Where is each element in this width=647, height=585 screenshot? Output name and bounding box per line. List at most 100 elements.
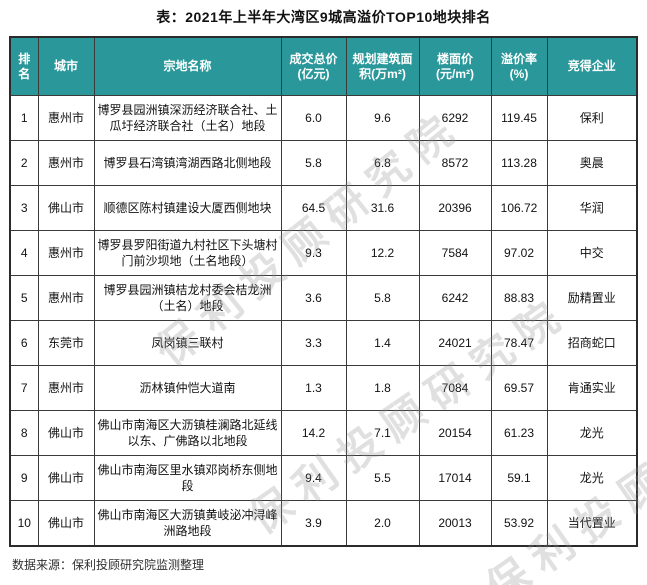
cell-rank: 9 [9,455,39,501]
cell-floor_price: 6242 [418,275,492,321]
cell-total_price: 1.3 [280,365,347,411]
column-header-plot_name: 宗地名称 [93,36,282,96]
cell-plot_name: 博罗县园洲镇桔龙村委会桔龙洲（土名）地段 [93,275,282,321]
cell-planned_area: 31.6 [345,185,420,231]
cell-premium_rate: 97.02 [490,230,548,276]
cell-city: 佛山市 [37,410,95,456]
cell-winner: 龙光 [546,455,638,501]
cell-city: 东莞市 [37,320,95,366]
cell-planned_area: 1.8 [345,365,420,411]
cell-total_price: 64.5 [280,185,347,231]
column-header-city: 城市 [37,36,95,96]
cell-planned_area: 7.1 [345,410,420,456]
table-row: 10 佛山市 佛山市南海区大沥镇黄岐泌冲浔峰洲路地段 3.9 2.0 20013 53.92… [9,500,638,547]
column-header-winner: 竞得企业 [546,36,638,96]
cell-plot_name: 凤岗镇三联村 [93,320,282,366]
cell-plot_name: 佛山市南海区里水镇邓岗桥东侧地段 [93,455,282,501]
cell-city: 佛山市 [37,185,95,231]
cell-city: 佛山市 [37,500,95,547]
cell-plot_name: 沥林镇仲恺大道南 [93,365,282,411]
cell-premium_rate: 69.57 [490,365,548,411]
cell-planned_area: 9.6 [345,95,420,141]
cell-planned_area: 1.4 [345,320,420,366]
cell-floor_price: 17014 [418,455,492,501]
cell-floor_price: 8572 [418,140,492,186]
cell-floor_price: 6292 [418,95,492,141]
cell-winner: 励精置业 [546,275,638,321]
cell-city: 惠州市 [37,365,95,411]
cell-planned_area: 2.0 [345,500,420,547]
cell-planned_area: 5.8 [345,275,420,321]
cell-winner: 奥晨 [546,140,638,186]
cell-premium_rate: 88.83 [490,275,548,321]
premium-ranking-table: 排名 城市 宗地名称 成交总价(亿元) 规划建筑面积(万m²) 楼面价(元/m²) 溢价率(… [9,36,638,547]
cell-winner: 中交 [546,230,638,276]
header-row: 排名 城市 宗地名称 成交总价(亿元) 规划建筑面积(万m²) 楼面价(元/m²) 溢价率(… [9,36,638,96]
cell-plot_name: 佛山市南海区大沥镇桂澜路北延线以东、广佛路以北地段 [93,410,282,456]
cell-rank: 6 [9,320,39,366]
cell-rank: 4 [9,230,39,276]
cell-plot_name: 佛山市南海区大沥镇黄岐泌冲浔峰洲路地段 [93,500,282,547]
cell-winner: 保利 [546,95,638,141]
cell-rank: 3 [9,185,39,231]
cell-total_price: 5.8 [280,140,347,186]
cell-plot_name: 博罗县石湾镇湾湖西路北侧地段 [93,140,282,186]
cell-city: 惠州市 [37,275,95,321]
cell-winner: 华润 [546,185,638,231]
cell-winner: 招商蛇口 [546,320,638,366]
cell-city: 佛山市 [37,455,95,501]
cell-plot_name: 博罗县罗阳街道九村社区下头塘村门前沙坝地（土名地段） [93,230,282,276]
cell-rank: 2 [9,140,39,186]
column-header-total_price: 成交总价(亿元) [280,36,347,96]
table-header: 排名 城市 宗地名称 成交总价(亿元) 规划建筑面积(万m²) 楼面价(元/m²) 溢价率(… [9,36,638,96]
cell-planned_area: 12.2 [345,230,420,276]
cell-total_price: 9.3 [280,230,347,276]
cell-premium_rate: 119.45 [490,95,548,141]
column-header-rank: 排名 [9,36,39,96]
cell-total_price: 9.4 [280,455,347,501]
cell-premium_rate: 106.72 [490,185,548,231]
cell-floor_price: 20396 [418,185,492,231]
source-note: 数据来源：保利投顾研究院监测整理 [12,558,205,572]
cell-rank: 10 [9,500,39,547]
cell-city: 惠州市 [37,95,95,141]
cell-total_price: 3.6 [280,275,347,321]
cell-premium_rate: 113.28 [490,140,548,186]
cell-winner: 当代置业 [546,500,638,547]
cell-floor_price: 20013 [418,500,492,547]
cell-rank: 8 [9,410,39,456]
column-header-planned_area: 规划建筑面积(万m²) [345,36,420,96]
table-row: 9 佛山市 佛山市南海区里水镇邓岗桥东侧地段 9.4 5.5 17014 59.1 龙光 [9,455,638,501]
table-row: 8 佛山市 佛山市南海区大沥镇桂澜路北延线以东、广佛路以北地段 14.2 7.1 2015… [9,410,638,456]
table-row: 2 惠州市 博罗县石湾镇湾湖西路北侧地段 5.8 6.8 8572 113.28 奥晨 [9,140,638,186]
cell-plot_name: 顺德区陈村镇建设大厦西侧地块 [93,185,282,231]
cell-planned_area: 6.8 [345,140,420,186]
cell-total_price: 6.0 [280,95,347,141]
table-row: 4 惠州市 博罗县罗阳街道九村社区下头塘村门前沙坝地（土名地段） 9.3 12.2 758… [9,230,638,276]
table-row: 1 惠州市 博罗县园洲镇深沥经济联合社、土瓜圩经济联合社（土名）地段 6.0 9.6 62… [9,95,638,141]
cell-winner: 龙光 [546,410,638,456]
table-body: 1 惠州市 博罗县园洲镇深沥经济联合社、土瓜圩经济联合社（土名）地段 6.0 9.6 62… [9,95,638,547]
cell-premium_rate: 78.47 [490,320,548,366]
cell-total_price: 14.2 [280,410,347,456]
cell-premium_rate: 53.92 [490,500,548,547]
table-row: 3 佛山市 顺德区陈村镇建设大厦西侧地块 64.5 31.6 20396 106.72 华润 [9,185,638,231]
cell-premium_rate: 61.23 [490,410,548,456]
table-row: 5 惠州市 博罗县园洲镇桔龙村委会桔龙洲（土名）地段 3.6 5.8 6242 88.83 励… [9,275,638,321]
cell-floor_price: 7584 [418,230,492,276]
cell-plot_name: 博罗县园洲镇深沥经济联合社、土瓜圩经济联合社（土名）地段 [93,95,282,141]
column-header-premium_rate: 溢价率(%) [490,36,548,96]
cell-rank: 7 [9,365,39,411]
cell-floor_price: 20154 [418,410,492,456]
cell-total_price: 3.3 [280,320,347,366]
cell-planned_area: 5.5 [345,455,420,501]
cell-city: 惠州市 [37,140,95,186]
cell-total_price: 3.9 [280,500,347,547]
cell-city: 惠州市 [37,230,95,276]
cell-rank: 1 [9,95,39,141]
page-title: 表：2021年上半年大湾区9城高溢价TOP10地块排名 [156,9,491,25]
cell-rank: 5 [9,275,39,321]
cell-floor_price: 24021 [418,320,492,366]
cell-floor_price: 7084 [418,365,492,411]
